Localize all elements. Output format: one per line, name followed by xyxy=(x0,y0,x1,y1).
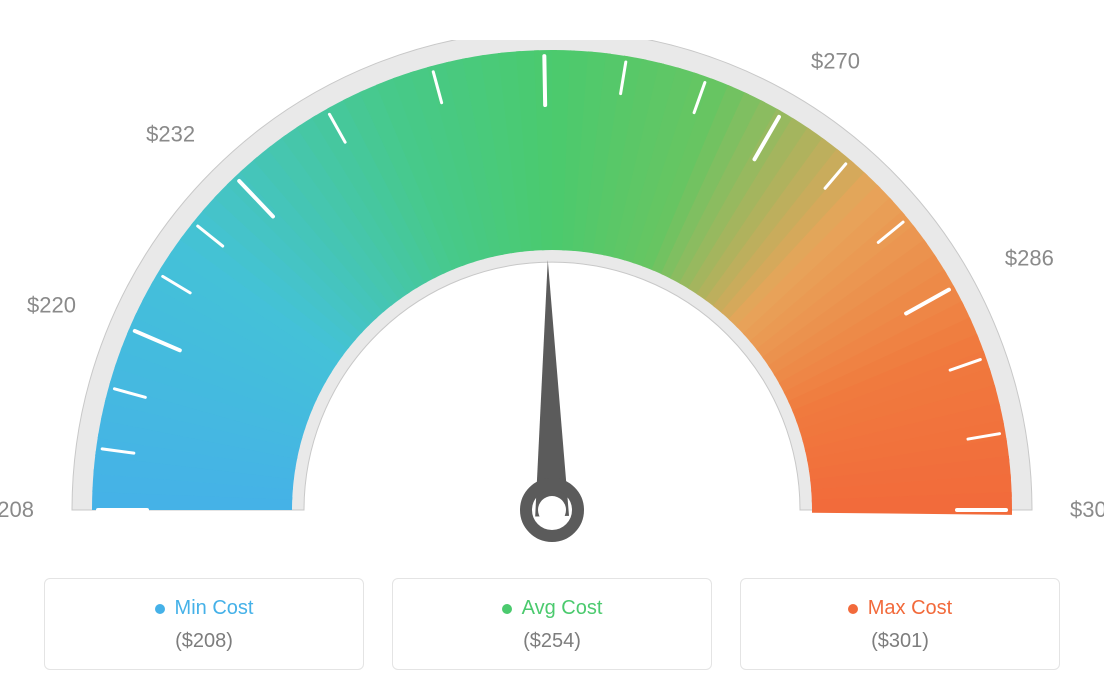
legend-min-label: Min Cost xyxy=(175,597,254,620)
gauge-tick-label: $286 xyxy=(1005,246,1054,271)
dot-icon xyxy=(502,604,512,614)
dot-icon xyxy=(848,604,858,614)
legend-row: Min Cost ($208) Avg Cost ($254) Max Cost… xyxy=(44,578,1060,670)
legend-max: Max Cost ($301) xyxy=(740,578,1060,670)
legend-min-value: ($208) xyxy=(45,630,363,653)
cost-gauge: $208$220$232$254$270$286$301 xyxy=(0,0,1104,560)
legend-avg: Avg Cost ($254) xyxy=(392,578,712,670)
legend-min: Min Cost ($208) xyxy=(44,578,364,670)
legend-min-title: Min Cost xyxy=(155,597,254,620)
gauge-tick-label: $208 xyxy=(0,497,34,522)
legend-max-label: Max Cost xyxy=(868,597,952,620)
legend-avg-title: Avg Cost xyxy=(502,597,603,620)
gauge-tick-label: $232 xyxy=(146,122,195,147)
gauge-tick-label: $220 xyxy=(27,293,76,318)
gauge-tick-label: $270 xyxy=(811,48,860,73)
dot-icon xyxy=(155,604,165,614)
gauge-tick-label: $301 xyxy=(1070,497,1104,522)
legend-max-title: Max Cost xyxy=(848,597,952,620)
legend-max-value: ($301) xyxy=(741,630,1059,653)
legend-avg-value: ($254) xyxy=(393,630,711,653)
legend-avg-label: Avg Cost xyxy=(522,597,603,620)
gauge-svg: $208$220$232$254$270$286$301 xyxy=(0,40,1104,600)
